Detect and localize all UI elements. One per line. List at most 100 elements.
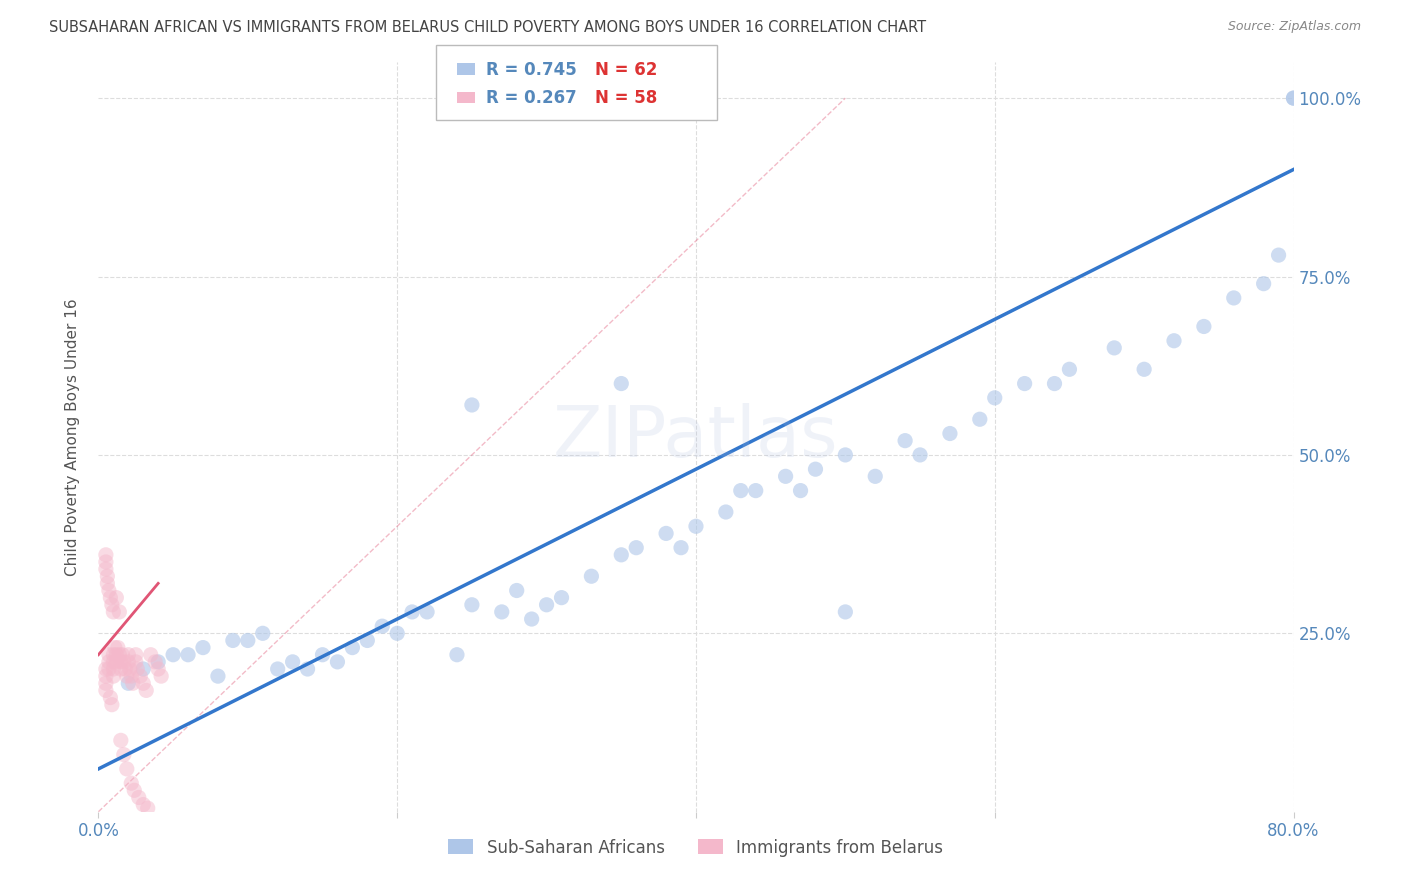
Point bbox=[1133, 362, 1156, 376]
Point bbox=[326, 655, 349, 669]
Y-axis label: Child Poverty Among Boys Under 16: Child Poverty Among Boys Under 16 bbox=[65, 298, 80, 576]
Point bbox=[118, 662, 141, 676]
Point bbox=[120, 776, 142, 790]
Point bbox=[610, 376, 633, 391]
Point bbox=[101, 698, 124, 712]
Point bbox=[191, 640, 214, 655]
Point bbox=[124, 783, 146, 797]
Point bbox=[894, 434, 917, 448]
Point bbox=[132, 797, 155, 812]
Point bbox=[401, 605, 423, 619]
Point bbox=[804, 462, 827, 476]
Point bbox=[117, 655, 139, 669]
Text: Source: ZipAtlas.com: Source: ZipAtlas.com bbox=[1227, 20, 1361, 33]
Point bbox=[129, 669, 152, 683]
Point bbox=[148, 662, 170, 676]
Point bbox=[127, 662, 149, 676]
Point bbox=[125, 655, 148, 669]
Point bbox=[775, 469, 797, 483]
Point bbox=[117, 676, 139, 690]
Point bbox=[94, 669, 117, 683]
Point bbox=[103, 669, 125, 683]
Point bbox=[1104, 341, 1126, 355]
Point bbox=[1043, 376, 1066, 391]
Point bbox=[1253, 277, 1275, 291]
Point bbox=[865, 469, 887, 483]
Point bbox=[506, 583, 529, 598]
Point bbox=[110, 655, 132, 669]
Point bbox=[96, 576, 118, 591]
Point bbox=[311, 648, 333, 662]
Point bbox=[267, 662, 290, 676]
Point bbox=[121, 676, 143, 690]
Point bbox=[98, 591, 122, 605]
Point bbox=[969, 412, 991, 426]
Point bbox=[536, 598, 558, 612]
Point bbox=[108, 648, 131, 662]
Point bbox=[834, 448, 856, 462]
Text: N = 58: N = 58 bbox=[595, 89, 657, 107]
Point bbox=[132, 662, 155, 676]
Point bbox=[132, 676, 155, 690]
Point bbox=[1014, 376, 1036, 391]
Point bbox=[105, 648, 128, 662]
Point bbox=[110, 662, 132, 676]
Point bbox=[685, 519, 707, 533]
Point bbox=[385, 626, 409, 640]
Point bbox=[112, 655, 135, 669]
Point bbox=[1267, 248, 1289, 262]
Point bbox=[94, 562, 117, 576]
Point bbox=[103, 655, 125, 669]
Point bbox=[110, 733, 132, 747]
Point bbox=[128, 790, 150, 805]
Point bbox=[669, 541, 692, 555]
Point bbox=[97, 662, 120, 676]
Point bbox=[281, 655, 304, 669]
Point bbox=[1223, 291, 1246, 305]
Point bbox=[745, 483, 768, 498]
Point bbox=[1192, 319, 1215, 334]
Point bbox=[371, 619, 394, 633]
Point bbox=[107, 640, 129, 655]
Point bbox=[97, 583, 120, 598]
Point bbox=[94, 676, 117, 690]
Text: N = 62: N = 62 bbox=[595, 61, 657, 78]
Point bbox=[236, 633, 259, 648]
Point bbox=[1282, 91, 1305, 105]
Point bbox=[114, 662, 136, 676]
Point bbox=[446, 648, 468, 662]
Point bbox=[162, 648, 184, 662]
Point bbox=[104, 640, 127, 655]
Point bbox=[207, 669, 229, 683]
Point bbox=[143, 655, 166, 669]
Text: SUBSAHARAN AFRICAN VS IMMIGRANTS FROM BELARUS CHILD POVERTY AMONG BOYS UNDER 16 : SUBSAHARAN AFRICAN VS IMMIGRANTS FROM BE… bbox=[49, 20, 927, 35]
Point bbox=[136, 801, 159, 815]
Point bbox=[908, 448, 931, 462]
Point bbox=[939, 426, 962, 441]
Point bbox=[655, 526, 678, 541]
Point bbox=[789, 483, 811, 498]
Point bbox=[342, 640, 364, 655]
Point bbox=[120, 669, 142, 683]
Point bbox=[96, 569, 118, 583]
Point bbox=[108, 605, 131, 619]
Point bbox=[125, 648, 148, 662]
Text: R = 0.267: R = 0.267 bbox=[486, 89, 578, 107]
Point bbox=[491, 605, 513, 619]
Point bbox=[112, 747, 135, 762]
Point bbox=[94, 662, 117, 676]
Point bbox=[461, 598, 484, 612]
Point bbox=[297, 662, 319, 676]
Point bbox=[550, 591, 572, 605]
Point bbox=[714, 505, 737, 519]
Point bbox=[730, 483, 752, 498]
Point bbox=[94, 548, 117, 562]
Point bbox=[94, 683, 117, 698]
Point bbox=[834, 605, 856, 619]
Point bbox=[105, 655, 128, 669]
Point bbox=[148, 655, 170, 669]
Point bbox=[105, 591, 128, 605]
Point bbox=[135, 683, 157, 698]
Point bbox=[1059, 362, 1081, 376]
Point bbox=[101, 598, 124, 612]
